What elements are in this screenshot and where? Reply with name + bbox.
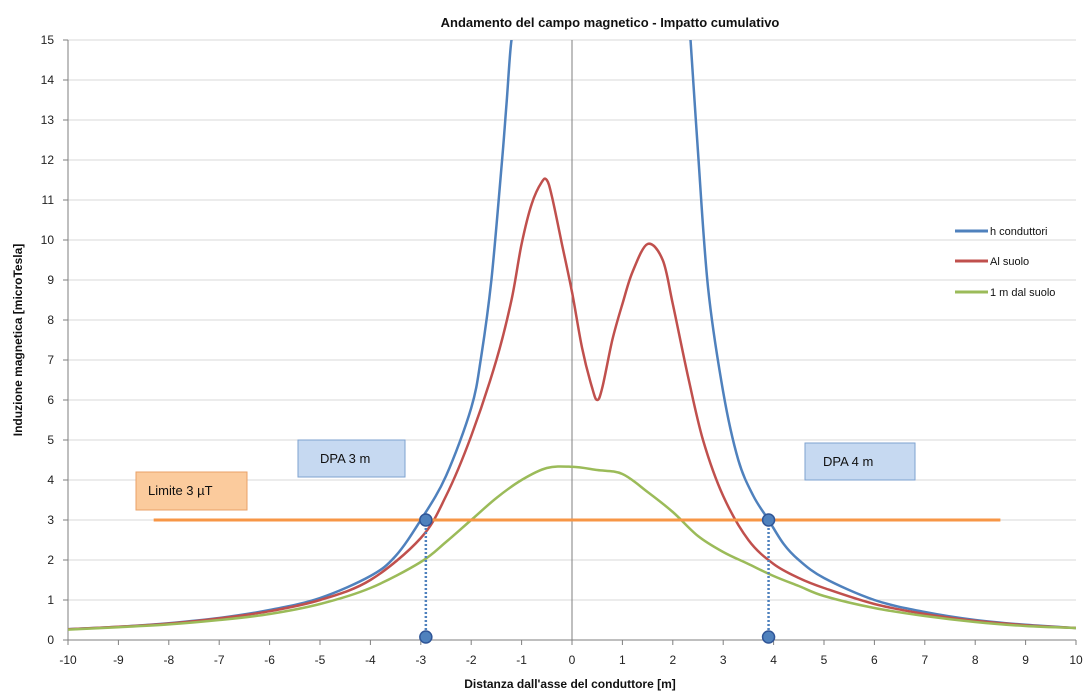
x-tick-label: -9	[113, 653, 124, 667]
x-tick-label: -6	[264, 653, 275, 667]
y-tick-label: 7	[47, 353, 54, 367]
y-tick-label: 6	[47, 393, 54, 407]
x-tick-label: 1	[619, 653, 626, 667]
x-tick-label: 6	[871, 653, 878, 667]
x-tick-label: -1	[516, 653, 527, 667]
y-tick-label: 15	[41, 33, 55, 47]
dpa-left-box	[297, 439, 406, 478]
x-tick-label: 9	[1022, 653, 1029, 667]
series-line-h-conduttori	[68, 40, 513, 631]
x-tick-label: -7	[214, 653, 225, 667]
dpa-base-point-1	[761, 630, 776, 644]
y-tick-label: 13	[41, 113, 55, 127]
series-line-al-suolo	[68, 177, 1076, 631]
y-tick-label: 0	[47, 633, 54, 647]
dpa-markers	[419, 513, 776, 644]
x-tick-label: 2	[669, 653, 676, 667]
y-tick-label: 5	[47, 433, 54, 447]
dpa-left-label: DPA 3 m	[320, 451, 370, 466]
x-tick-label: -10	[59, 653, 77, 667]
legend-label-1m: 1 m dal suolo	[990, 287, 1055, 299]
limit-label: Limite 3 µT	[148, 483, 213, 498]
y-tick-label: 12	[41, 153, 55, 167]
x-tick-label: -4	[365, 653, 376, 667]
dpa-right-box	[804, 442, 916, 481]
series-line-1-m-dal-suolo	[68, 465, 1076, 631]
y-tick-label: 14	[41, 73, 55, 87]
series-line-h-conduttori-right	[689, 40, 1076, 630]
x-tick-label: 10	[1069, 653, 1083, 667]
x-tick-label: 3	[720, 653, 727, 667]
x-tick-label: 5	[821, 653, 828, 667]
x-tick-label: 4	[770, 653, 777, 667]
y-tick-label: 3	[47, 513, 54, 527]
x-tick-label: 8	[972, 653, 979, 667]
x-tick-label: -3	[415, 653, 426, 667]
legend-label-al-suolo: Al suolo	[990, 256, 1029, 268]
y-axis-label: Induzione magnetica [microTesla]	[11, 244, 25, 436]
x-tick-label: -2	[466, 653, 477, 667]
x-tick-label: -8	[163, 653, 174, 667]
dpa-right-label: DPA 4 m	[823, 454, 873, 469]
grid	[63, 39, 1077, 645]
x-tick-labels: -10 -9 -8 -7 -6 -5 -4 -3 -2 -1 0 1 2 3 4 5 6 7 8 9 10	[59, 653, 1083, 667]
x-tick-label: 0	[569, 653, 576, 667]
dpa-base-point-0	[419, 630, 433, 644]
legend-label-h-conduttori: h conduttori	[990, 226, 1047, 238]
y-tick-label: 10	[41, 233, 55, 247]
y-tick-label: 1	[47, 593, 54, 607]
y-tick-label: 11	[42, 193, 55, 207]
x-axis-label: Distanza dall'asse del conduttore [m]	[464, 677, 676, 691]
dpa-point-0	[419, 513, 433, 527]
limit-label-box	[135, 471, 248, 511]
y-tick-label: 4	[47, 473, 54, 487]
y-tick-label: 9	[47, 273, 54, 287]
y-tick-label: 2	[47, 553, 54, 567]
y-tick-label: 8	[47, 313, 54, 327]
chart-title: Andamento del campo magnetico - Impatto …	[441, 15, 780, 30]
x-tick-label: -5	[315, 653, 326, 667]
legend: h conduttori Al suolo 1 m dal suolo	[955, 226, 1055, 299]
x-tick-label: 7	[921, 653, 928, 667]
series-group	[68, 40, 1076, 631]
dpa-point-1	[761, 513, 776, 527]
